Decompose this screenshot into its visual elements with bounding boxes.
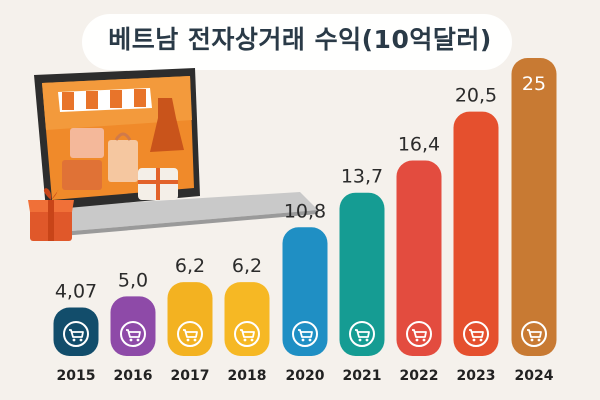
bars-group: 4,07 2015 5,0 2016 6,2 2017 6,2 2018 10,8 2020 13,… [53,58,557,384]
x-tick-label-2017: 2017 [171,368,210,384]
bar-2021 [339,192,385,356]
data-label-2016: 5,0 [118,269,148,291]
x-tick-label-2016: 2016 [114,368,153,384]
data-label-2020: 10,8 [284,200,326,222]
shopping-cart-icon [463,321,489,347]
bar-2024 [511,58,557,356]
laptop-online-store-illustration [28,68,318,241]
x-tick-label-2018: 2018 [228,368,267,384]
shopping-cart-icon [177,321,203,347]
shopping-cart-icon [63,321,89,347]
data-label-2023: 20,5 [455,85,497,107]
x-tick-label-2022: 2022 [400,368,439,384]
bar-2016 [110,296,156,356]
shopping-cart-icon [234,321,260,347]
x-tick-label-2023: 2023 [457,368,496,384]
data-label-2024: 25 [522,73,546,95]
bar-2017 [167,282,213,356]
bar-2023 [453,111,499,356]
shopping-cart-icon [406,321,432,347]
title-background [82,14,512,70]
bar-2020 [282,227,328,356]
bar-2022 [396,160,442,356]
x-tick-label-2024: 2024 [515,368,554,384]
data-label-2017: 6,2 [175,255,205,277]
shopping-cart-icon [349,321,375,347]
shopping-cart-icon [120,321,146,347]
shopping-cart-icon [292,321,318,347]
x-tick-label-2020: 2020 [286,368,325,384]
bar-2018 [224,282,270,356]
shopping-cart-icon [521,321,547,347]
data-label-2022: 16,4 [398,134,440,156]
x-tick-label-2021: 2021 [343,368,382,384]
data-label-2015: 4,07 [55,280,97,302]
chart-title: 베트남 전자상거래 수익(10억달러) [108,25,492,54]
data-label-2021: 13,7 [341,166,383,188]
x-tick-label-2015: 2015 [57,368,96,384]
data-label-2018: 6,2 [232,255,262,277]
